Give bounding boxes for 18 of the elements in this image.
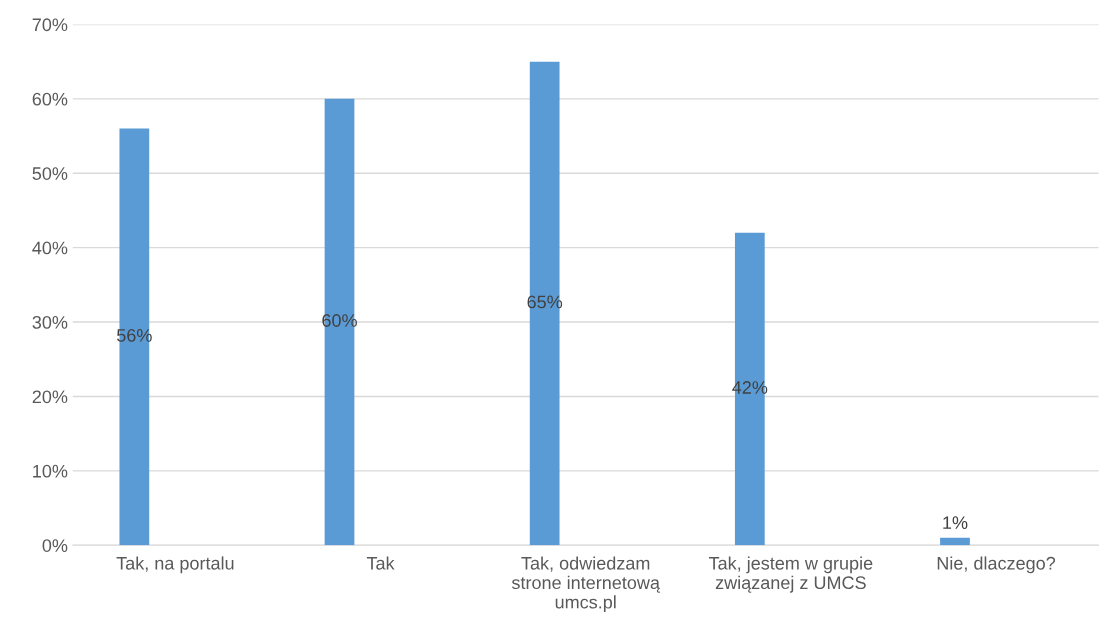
x-tick-label: Nie, dlaczego?: [937, 556, 1056, 574]
y-tick-label: 70%: [32, 18, 68, 32]
bar: [119, 128, 150, 546]
y-tick-label: 40%: [32, 241, 68, 255]
y-tick-label: 10%: [33, 464, 68, 478]
y-tick-label: 50%: [32, 167, 68, 180]
bar: [529, 61, 560, 546]
x-tick-label: Tak, na portalu: [116, 556, 234, 574]
bar: [324, 98, 355, 546]
x-tick-label: Tak, odwiedzam strone internetową umcs.pl: [511, 556, 660, 613]
x-tick-label: Tak: [366, 556, 395, 570]
y-tick-label: 20%: [32, 390, 68, 404]
y-tick-label: 30%: [32, 315, 68, 329]
x-tick-label: Tak, jestem w grupie związanej z UMCS: [708, 556, 873, 593]
bar: [940, 537, 970, 546]
data-label: 1%: [943, 516, 968, 529]
y-tick-label: 60%: [32, 92, 68, 106]
y-tick-label: 0%: [42, 539, 68, 552]
